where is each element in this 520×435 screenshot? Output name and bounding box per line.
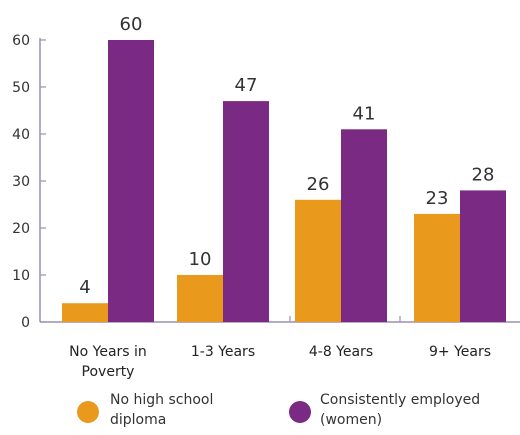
y-tick-label: 20 — [12, 221, 30, 237]
bar — [108, 40, 154, 322]
data-label: 47 — [235, 75, 258, 96]
data-label: 28 — [472, 164, 495, 185]
data-labels: 4 60 10 47 26 41 23 28 — [79, 14, 494, 298]
y-tick-label: 60 — [12, 33, 30, 49]
legend-label: Consistently employed (women) — [320, 392, 480, 428]
bar — [62, 303, 108, 322]
bar — [295, 199, 341, 322]
data-label: 10 — [189, 249, 212, 270]
y-tick-label: 40 — [12, 127, 30, 143]
data-label: 4 — [79, 277, 90, 298]
data-label: 26 — [307, 174, 330, 195]
bar — [414, 213, 460, 322]
data-label: 23 — [426, 188, 449, 209]
x-tick-label: 4-8 Years — [309, 344, 373, 360]
category-labels: No Years in Poverty 1-3 Years 4-8 Years 9+ Y… — [69, 344, 491, 380]
legend-swatch — [77, 401, 99, 423]
data-label: 41 — [353, 103, 376, 124]
x-tick-label: 9+ Years — [429, 344, 491, 360]
bars — [62, 40, 506, 322]
bar — [223, 101, 269, 322]
legend-swatch — [289, 401, 311, 423]
bar — [341, 129, 387, 322]
bar — [177, 275, 223, 322]
legend-label: No high school diploma — [110, 392, 213, 428]
y-tick-label: 30 — [12, 174, 30, 190]
bar — [460, 190, 506, 322]
data-label: 60 — [120, 14, 143, 35]
y-tick-label: 0 — [21, 315, 30, 331]
x-tick-label: No Years in Poverty — [69, 344, 147, 380]
y-tick-label: 50 — [12, 80, 30, 96]
x-tick-label: 1-3 Years — [191, 344, 255, 360]
legend: No high school diploma Consistently employ… — [77, 392, 480, 428]
y-tick-label: 10 — [12, 268, 30, 284]
